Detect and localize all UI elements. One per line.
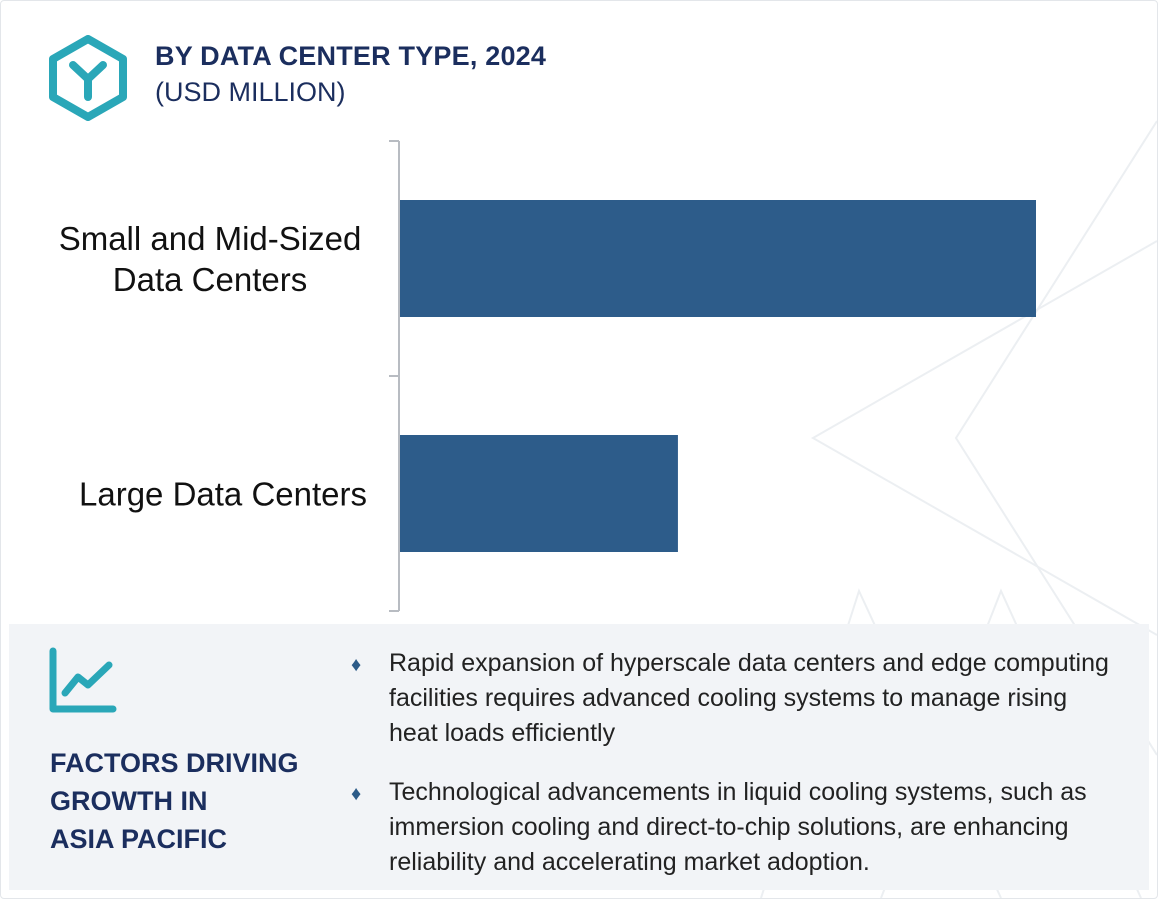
factors-panel	[9, 624, 1149, 890]
category-label-line: Small and Mid-Sized	[59, 220, 362, 257]
factor-bullet-line: facilities requires advanced cooling sys…	[389, 684, 1068, 712]
hexagon-y-logo-icon	[49, 35, 127, 121]
factor-bullet-line: immersion cooling and direct-to-chip sol…	[389, 813, 1069, 841]
diamond-bullet-icon: ♦	[351, 783, 362, 805]
bar-1	[400, 200, 1036, 317]
factors-title: FACTORS DRIVING GROWTH IN ASIA PACIFIC	[50, 744, 330, 858]
factor-bullet-line: reliability and accelerating market adop…	[389, 848, 870, 876]
factors-title-line: GROWTH IN	[50, 786, 208, 816]
chart-title: BY DATA CENTER TYPE, 2024	[155, 41, 547, 71]
factors-title-line: ASIA PACIFIC	[50, 824, 228, 854]
factor-bullet-line: Rapid expansion of hyperscale data cente…	[389, 649, 1109, 677]
factors-title-line: FACTORS DRIVING	[50, 748, 299, 778]
category-label: Large Data Centers	[79, 476, 367, 513]
category-label-line: Data Centers	[113, 261, 307, 298]
line-chart-trend-icon	[49, 647, 117, 713]
factor-bullet-line: heat loads efficiently	[389, 719, 616, 747]
chart-subtitle: (USD MILLION)	[155, 77, 346, 107]
factor-bullet-line: Technological advancements in liquid coo…	[389, 778, 1087, 806]
factor-bullet-text: Rapid expansion of hyperscale data cente…	[389, 646, 1149, 751]
factor-bullet-text: Technological advancements in liquid coo…	[389, 775, 1149, 880]
infographic-frame: BY DATA CENTER TYPE, 2024 (USD MILLION) …	[0, 0, 1158, 899]
category-label-line: Large Data Centers	[79, 476, 367, 513]
bar-chart: Small and Mid-Sized Data Centers Large Dat…	[59, 140, 1036, 612]
bar-2	[400, 435, 678, 552]
diamond-bullet-icon: ♦	[351, 654, 362, 676]
category-label: Small and Mid-Sized Data Centers	[59, 220, 362, 298]
